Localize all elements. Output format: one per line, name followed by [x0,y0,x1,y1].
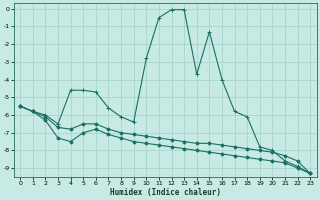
X-axis label: Humidex (Indice chaleur): Humidex (Indice chaleur) [110,188,221,197]
